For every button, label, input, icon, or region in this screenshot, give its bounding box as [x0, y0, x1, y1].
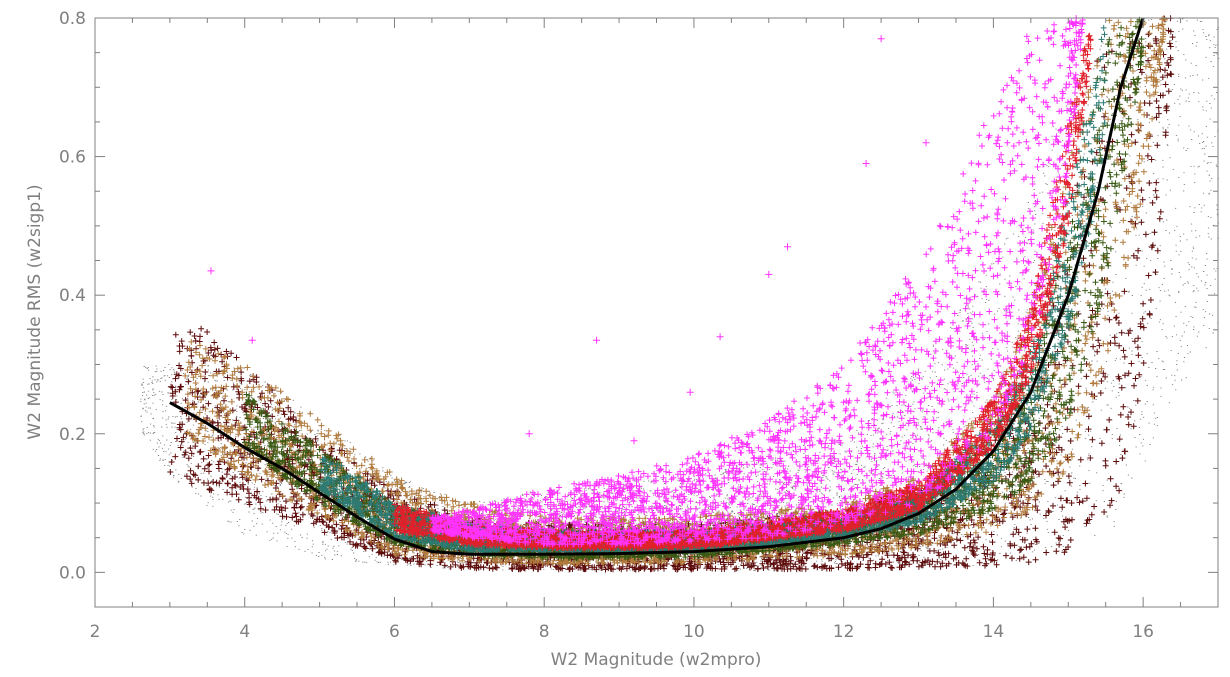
x-tick-label: 4 — [239, 622, 250, 642]
y-axis: 0.0 0.2 0.4 0.6 0.8 — [59, 9, 1218, 583]
y-axis-title: W2 Magnitude RMS (w2sigp1) — [25, 184, 45, 439]
median-curve — [169, 17, 1145, 556]
data-layer — [140, 15, 1220, 573]
points-magenta-points — [207, 15, 1086, 548]
x-tick-label: 16 — [1132, 622, 1154, 642]
y-tick-label: 0.4 — [59, 286, 86, 306]
points-red-points — [391, 32, 1094, 552]
x-tick-label: 10 — [683, 622, 705, 642]
series-magenta-points — [207, 15, 1086, 548]
x-tick-label: 2 — [90, 622, 101, 642]
x-tick-label: 14 — [983, 622, 1005, 642]
y-tick-label: 0.8 — [59, 9, 86, 29]
y-tick-label: 0.2 — [59, 425, 86, 445]
y-tick-label: 0.0 — [59, 563, 86, 583]
y-tick-label: 0.6 — [59, 148, 86, 168]
x-axis-title: W2 Magnitude (w2mpro) — [551, 650, 762, 670]
x-tick-label: 12 — [833, 622, 855, 642]
x-tick-label: 6 — [389, 622, 400, 642]
series-red-points — [391, 32, 1094, 552]
x-axis: 2 4 6 8 10 12 14 16 — [90, 18, 1219, 642]
x-tick-label: 8 — [539, 622, 550, 642]
